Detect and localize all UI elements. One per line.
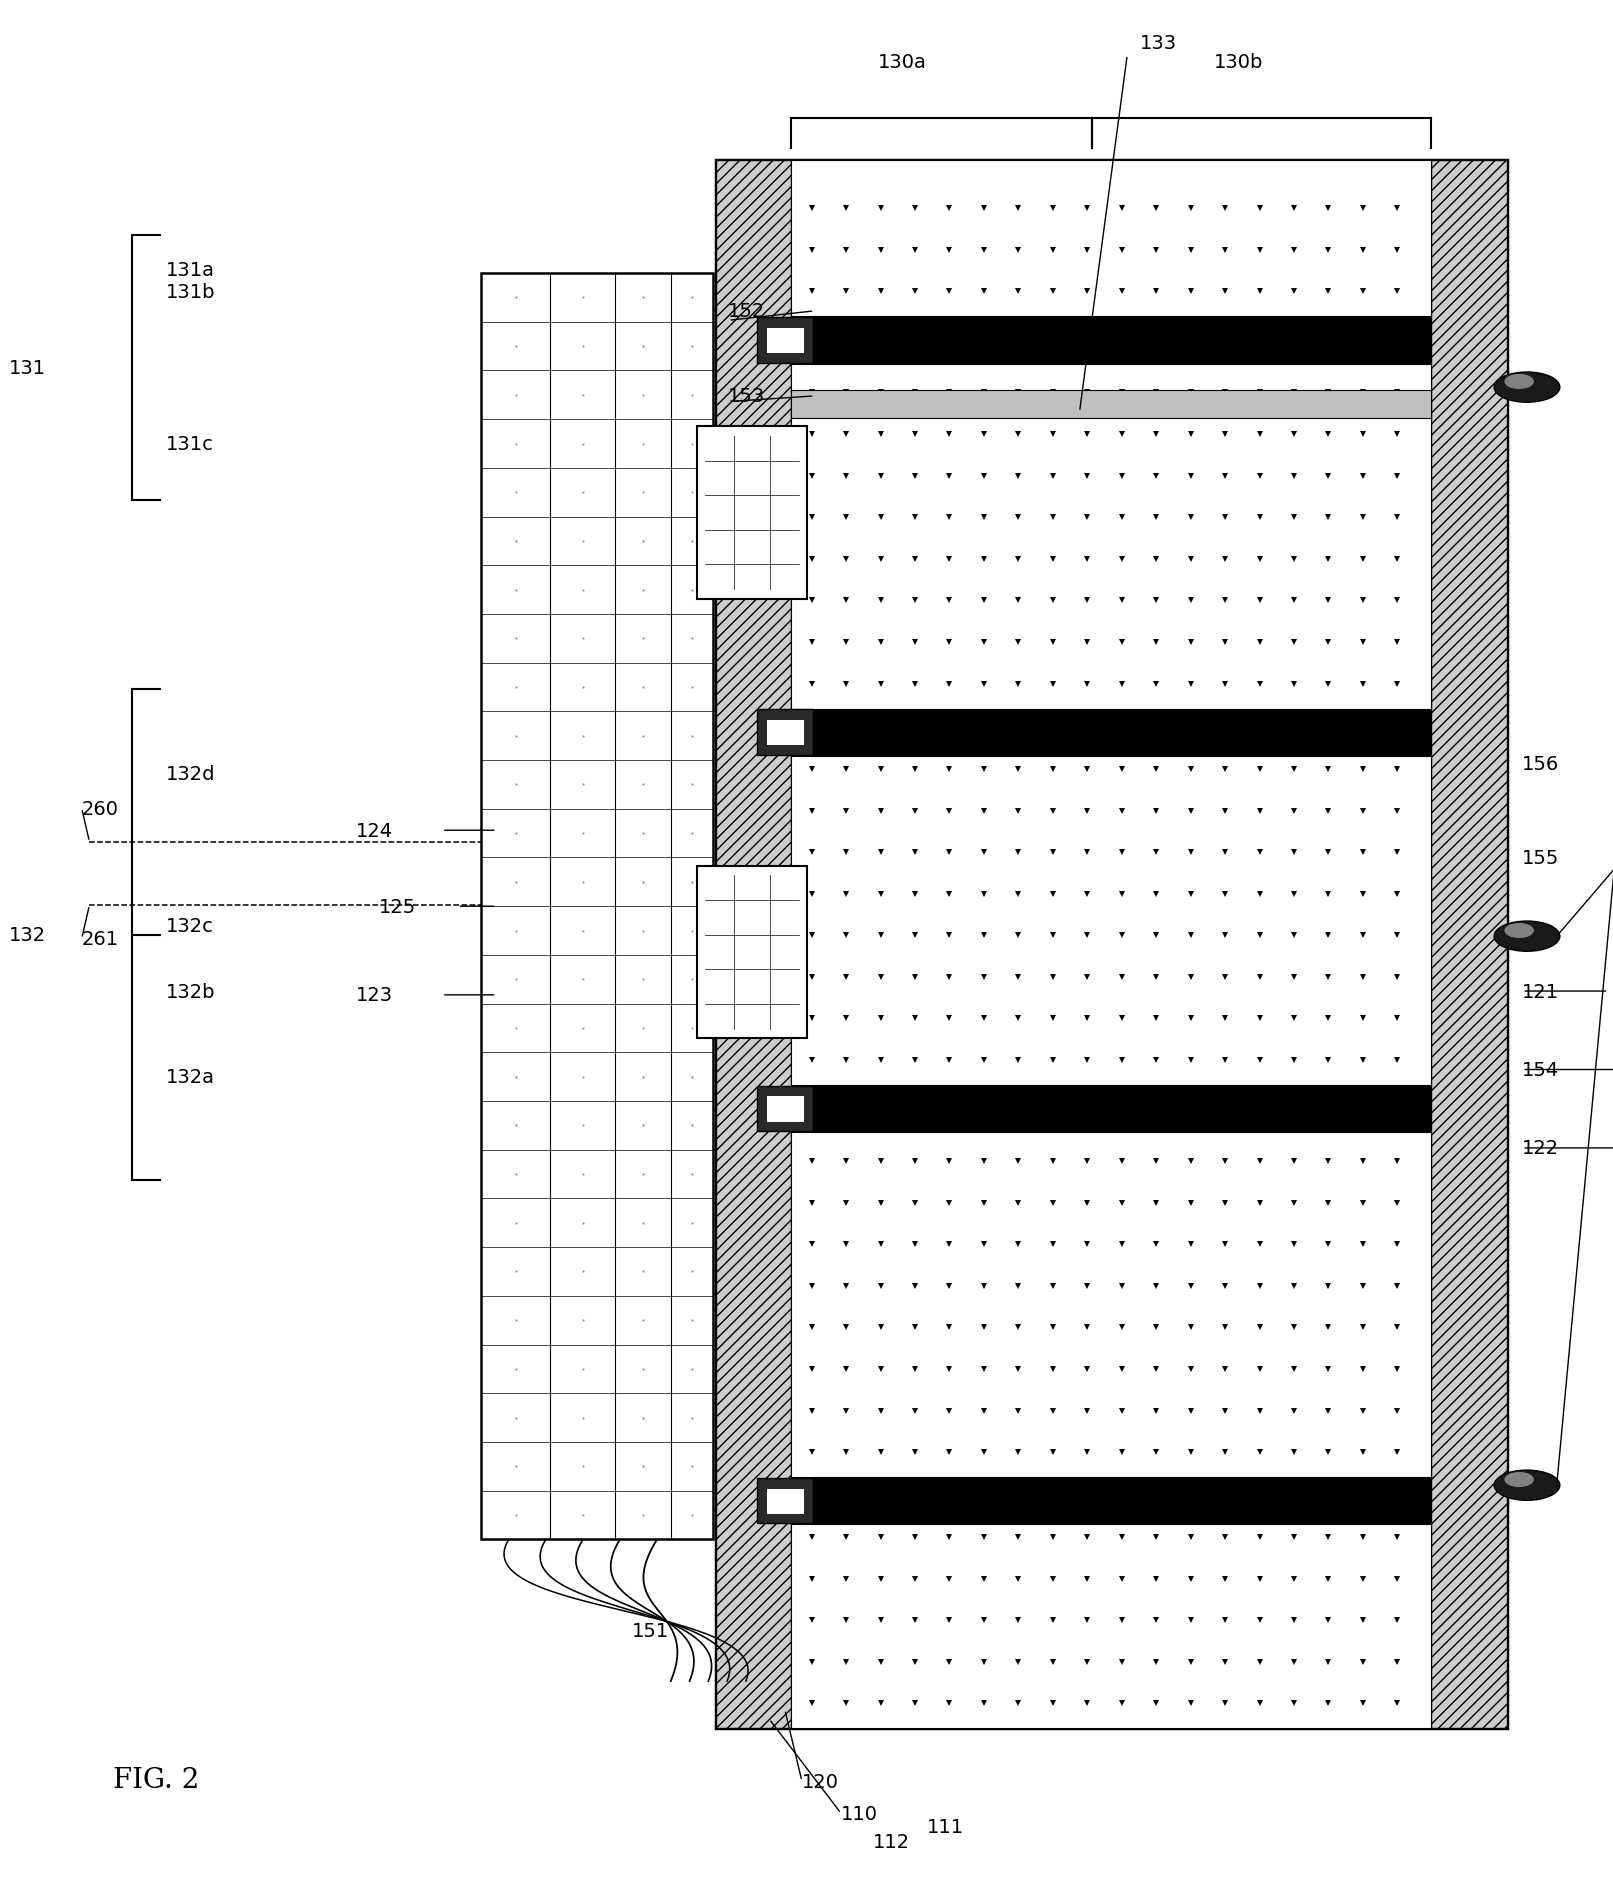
Bar bbox=[790, 1524, 1431, 1728]
Ellipse shape bbox=[1505, 924, 1534, 939]
Bar bbox=[756, 1479, 813, 1524]
Bar bbox=[790, 708, 1431, 756]
Text: 131: 131 bbox=[8, 359, 45, 378]
Bar bbox=[766, 1489, 803, 1515]
Bar bbox=[790, 161, 1431, 317]
Text: 121: 121 bbox=[1523, 982, 1560, 1001]
Text: 155: 155 bbox=[1523, 848, 1560, 867]
Bar bbox=[790, 365, 1431, 708]
Ellipse shape bbox=[1494, 1470, 1560, 1500]
Text: 110: 110 bbox=[840, 1804, 877, 1823]
Text: 153: 153 bbox=[729, 387, 766, 406]
Bar bbox=[766, 720, 803, 746]
Bar bbox=[790, 1133, 1431, 1477]
Bar bbox=[716, 161, 1507, 1728]
Text: 261: 261 bbox=[82, 929, 119, 948]
Bar bbox=[766, 327, 803, 353]
Bar bbox=[756, 1086, 813, 1132]
Text: 132: 132 bbox=[8, 926, 45, 944]
Bar bbox=[790, 1477, 1431, 1524]
Bar bbox=[790, 756, 1431, 1086]
Text: 152: 152 bbox=[729, 302, 766, 321]
Text: 131a: 131a bbox=[166, 261, 215, 280]
Text: FIG. 2: FIG. 2 bbox=[113, 1766, 200, 1793]
Bar bbox=[481, 274, 713, 1540]
Text: 125: 125 bbox=[379, 897, 416, 916]
Text: 260: 260 bbox=[82, 799, 119, 818]
Ellipse shape bbox=[1494, 922, 1560, 952]
Text: 132b: 132b bbox=[166, 982, 216, 1001]
Bar bbox=[790, 317, 1431, 365]
Ellipse shape bbox=[1505, 374, 1534, 389]
Text: 154: 154 bbox=[1523, 1060, 1560, 1079]
Text: 130a: 130a bbox=[877, 53, 927, 72]
Text: 132c: 132c bbox=[166, 916, 215, 935]
Bar bbox=[716, 161, 790, 1728]
Text: 111: 111 bbox=[927, 1817, 965, 1836]
Text: 130b: 130b bbox=[1213, 53, 1263, 72]
Text: 112: 112 bbox=[873, 1832, 910, 1851]
Ellipse shape bbox=[1505, 1472, 1534, 1487]
Bar bbox=[756, 317, 813, 363]
Text: 122: 122 bbox=[1523, 1139, 1560, 1158]
Ellipse shape bbox=[1494, 372, 1560, 402]
Text: 156: 156 bbox=[1523, 756, 1560, 774]
Text: 132d: 132d bbox=[166, 765, 216, 784]
Bar bbox=[790, 1086, 1431, 1133]
Text: 120: 120 bbox=[802, 1772, 839, 1791]
Text: 131b: 131b bbox=[166, 283, 216, 302]
Bar bbox=[790, 391, 1431, 419]
Text: 124: 124 bbox=[356, 822, 394, 841]
Bar bbox=[766, 1096, 803, 1122]
Bar bbox=[697, 867, 806, 1039]
Text: 133: 133 bbox=[1140, 34, 1177, 53]
Text: 123: 123 bbox=[356, 986, 394, 1005]
Bar bbox=[697, 427, 806, 599]
Text: 151: 151 bbox=[632, 1621, 669, 1640]
Text: 131c: 131c bbox=[166, 434, 215, 453]
Bar bbox=[1431, 161, 1507, 1728]
Bar bbox=[756, 710, 813, 756]
Text: 132a: 132a bbox=[166, 1067, 215, 1086]
